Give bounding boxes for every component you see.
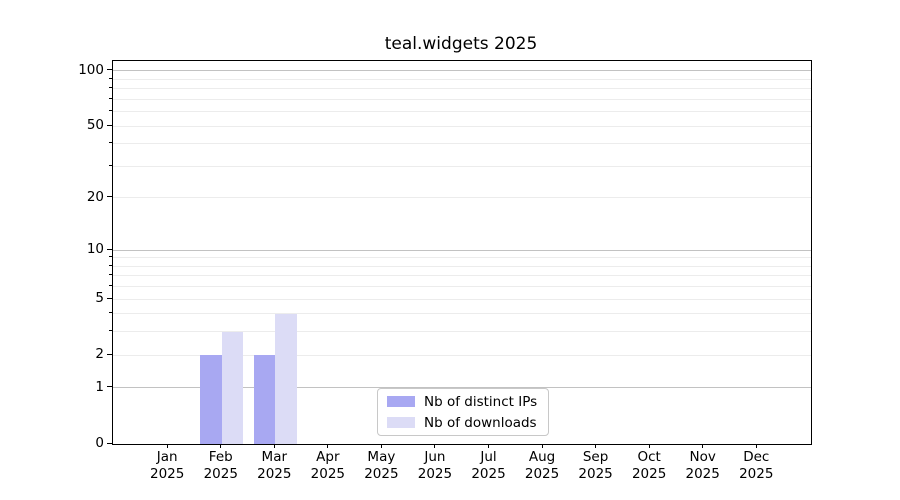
- bar-nb-of-distinct-ips-feb: [200, 355, 222, 444]
- gridline-y-major: [113, 249, 811, 251]
- y-minor-tick: [109, 164, 112, 166]
- bar-nb-of-downloads-mar: [275, 313, 297, 444]
- y-tick: [107, 353, 112, 355]
- y-minor-tick: [109, 77, 112, 79]
- x-tick: [327, 444, 329, 448]
- legend-swatch-downloads: [387, 417, 415, 428]
- y-tick: [107, 442, 112, 444]
- y-tick: [107, 386, 112, 388]
- y-tick-label: 2: [95, 346, 104, 363]
- x-tick-label-jun: Jun 2025: [417, 449, 453, 482]
- gridline-y-minor: [113, 354, 811, 356]
- x-tick: [166, 444, 168, 448]
- y-tick: [107, 248, 112, 250]
- bar-nb-of-downloads-feb: [221, 331, 244, 444]
- x-tick-label-apr: Apr 2025: [310, 449, 346, 482]
- x-tick: [488, 444, 489, 448]
- x-tick-label-feb: Feb 2025: [203, 449, 238, 482]
- legend-label-downloads: Nb of downloads: [424, 414, 537, 431]
- legend-item-downloads: Nb of downloads: [387, 414, 539, 431]
- x-tick-label-may: May 2025: [364, 449, 399, 482]
- x-tick: [541, 444, 543, 448]
- x-tick: [220, 444, 222, 448]
- x-tick-label-jul: Jul 2025: [471, 449, 506, 482]
- y-tick-label: 20: [86, 188, 104, 205]
- gridline-y-minor: [113, 78, 811, 80]
- legend-item-distinct-ips: Nb of distinct IPs: [387, 393, 539, 410]
- legend-label-distinct-ips: Nb of distinct IPs: [424, 393, 538, 410]
- gridline-y-minor: [113, 275, 811, 277]
- gridline-y-major: [113, 387, 811, 389]
- y-tick-label: 5: [95, 290, 104, 307]
- gridline-y-minor: [113, 298, 811, 300]
- x-tick-label-jan: Jan 2025: [150, 449, 185, 482]
- chart-title: teal.widgets 2025: [384, 34, 538, 54]
- x-tick-label-nov: Nov 2025: [685, 449, 720, 482]
- bar-nb-of-distinct-ips-mar: [253, 355, 276, 444]
- gridline-y-minor: [113, 286, 811, 288]
- legend-swatch-distinct-ips: [387, 396, 415, 407]
- gridline-y-minor: [113, 98, 811, 100]
- y-minor-tick: [109, 312, 112, 314]
- y-minor-tick: [109, 264, 112, 266]
- x-tick-label-sep: Sep 2025: [578, 449, 613, 482]
- y-tick: [107, 196, 112, 198]
- x-tick-label-oct: Oct 2025: [631, 449, 667, 482]
- x-tick: [595, 444, 597, 448]
- y-tick: [107, 297, 112, 299]
- y-tick-label: 0: [95, 435, 104, 451]
- gridline-y-minor: [113, 143, 811, 145]
- y-tick-label: 1: [95, 378, 104, 395]
- y-tick-label: 10: [86, 241, 104, 258]
- legend: Nb of distinct IPs Nb of downloads: [377, 388, 549, 436]
- y-minor-tick: [109, 87, 112, 89]
- x-tick-label-dec: Dec 2025: [739, 449, 774, 482]
- y-minor-tick: [109, 97, 112, 99]
- gridline-y-minor: [113, 111, 811, 113]
- gridline-y-minor: [113, 331, 811, 333]
- y-tick: [107, 124, 112, 126]
- gridline-y-minor: [113, 197, 811, 199]
- gridline-y-minor: [113, 257, 811, 259]
- y-minor-tick: [109, 274, 112, 276]
- gridline-y-minor: [113, 125, 811, 127]
- x-tick: [273, 444, 275, 448]
- x-tick: [648, 444, 650, 448]
- gridline-y-minor: [113, 165, 811, 167]
- x-tick: [380, 444, 382, 448]
- gridline-y-minor: [113, 265, 811, 267]
- gridline-y-minor: [113, 313, 811, 315]
- y-minor-tick: [109, 142, 112, 144]
- y-minor-tick: [109, 330, 112, 332]
- x-tick: [434, 444, 436, 448]
- x-tick-label-mar: Mar 2025: [257, 449, 292, 482]
- x-tick-label-aug: Aug 2025: [524, 449, 560, 482]
- y-minor-tick: [109, 285, 112, 287]
- y-minor-tick: [109, 256, 112, 258]
- y-tick: [107, 69, 112, 71]
- plot-area: [112, 60, 812, 445]
- y-minor-tick: [109, 110, 112, 112]
- y-tick-label: 50: [86, 117, 104, 134]
- x-tick: [702, 444, 704, 448]
- x-tick: [755, 444, 757, 448]
- gridline-y-major: [113, 70, 811, 72]
- gridline-y-minor: [113, 88, 811, 90]
- y-tick-label: 100: [78, 61, 104, 78]
